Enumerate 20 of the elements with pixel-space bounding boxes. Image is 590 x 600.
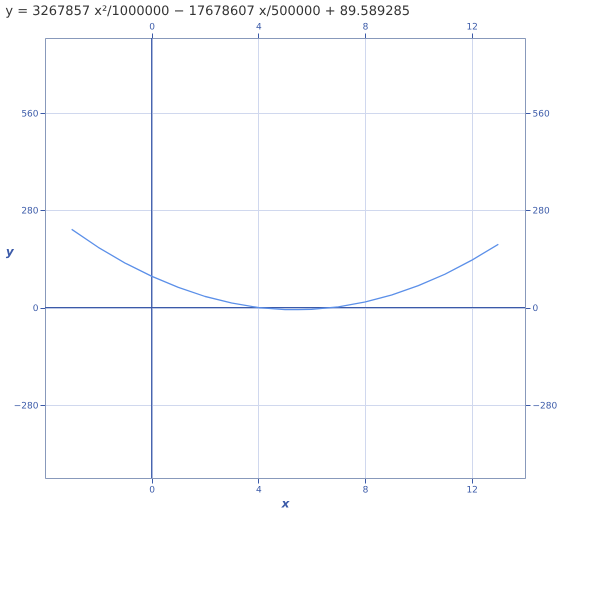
x2-tick-label: 12 [466, 486, 478, 496]
y-tick-label: 0 [32, 304, 39, 314]
x2-tick-label: 4 [256, 486, 262, 496]
x2-tick-label: 8 [362, 486, 369, 496]
x-tick-label: 8 [362, 22, 369, 32]
line-series [71, 228, 499, 310]
y-tick-label: 280 [21, 206, 39, 217]
y-tick-label: 560 [21, 109, 39, 120]
y2-tick-label: 280 [532, 206, 550, 217]
x-tick-label: 12 [466, 22, 478, 32]
y2-tick-label: 560 [532, 109, 550, 120]
chart-title: y = 3267857 x²/1000000 − 17678607 x/500000 + 89.589285 [5, 4, 410, 19]
x2-tick-label: 0 [149, 486, 156, 496]
x-tick-label: 0 [149, 22, 156, 32]
y-tick-label: −280 [14, 401, 39, 412]
y2-tick-label: 0 [532, 304, 538, 314]
x-axis-title: x [280, 496, 291, 510]
y2-tick-label: −280 [532, 401, 558, 412]
y-axis-title: y [6, 244, 15, 258]
x-tick-label: 4 [256, 22, 262, 32]
